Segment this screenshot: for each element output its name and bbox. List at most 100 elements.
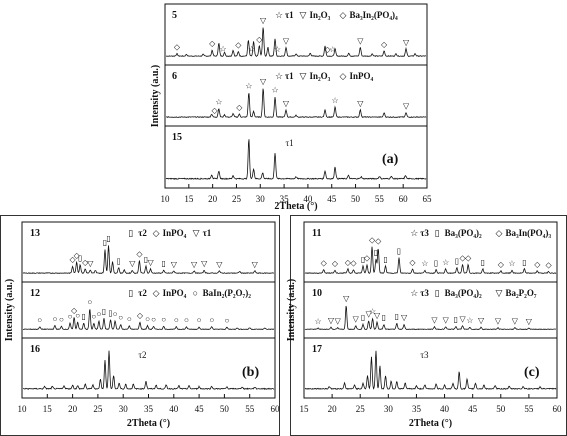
x-tick-label: 25 <box>356 404 366 414</box>
legend-symbol: ▯ <box>128 228 133 238</box>
peak-marker: ▯ <box>108 308 112 317</box>
peak-marker: ▽ <box>495 317 502 326</box>
sample-label: 10 <box>312 288 322 299</box>
peak-marker: ◇ <box>332 259 339 268</box>
peak-marker: ▯ <box>106 234 110 243</box>
series-line <box>22 309 275 331</box>
peak-marker: ◇ <box>256 35 263 44</box>
peak-marker: ○ <box>209 316 214 325</box>
x-tick-label: 65 <box>423 194 433 204</box>
phase-label: τ1 <box>286 138 294 148</box>
x-tick-label: 50 <box>351 194 361 204</box>
legend-label: τ3 <box>420 228 429 238</box>
peak-marker: ▽ <box>403 102 410 111</box>
peak-marker: ◇ <box>74 251 81 260</box>
series-line <box>165 27 427 58</box>
peak-marker: ☆ <box>220 45 227 54</box>
peak-marker: ◇ <box>324 45 331 54</box>
peak-marker: ◇ <box>409 258 416 267</box>
x-tick-label: 45 <box>195 404 205 414</box>
peak-marker: ○ <box>197 316 202 325</box>
x-tick-label: 20 <box>328 404 338 414</box>
peak-marker: ▽ <box>478 316 485 325</box>
peak-marker: ▽ <box>328 316 335 325</box>
x-tick-label: 15 <box>300 404 310 414</box>
chart-panel-b: ▯▯ ▯▯ ▯ ▯◇◇◇◇▽ ▽ ▽ ▽ ▽ ▽ ▽ ▽13 ▯ τ2 ◇ InPO₄ ▽ τ1▯▯ ▯◇◇○ ○ ○… <box>4 221 280 429</box>
x-tick-label: 35 <box>280 194 290 204</box>
peak-marker: ▽ <box>171 260 178 269</box>
peak-marker: ○ <box>87 298 92 307</box>
peak-marker: ▯ <box>102 307 106 316</box>
peak-marker: ◇ <box>545 260 552 269</box>
peak-marker: ▽ <box>431 316 438 325</box>
peak-marker: ○ <box>59 315 64 324</box>
peak-marker: ◇ <box>498 260 505 269</box>
peak-marker: ▽ <box>353 314 360 323</box>
x-tick-label: 50 <box>496 404 506 414</box>
series-15: 15 τ1 <box>164 125 428 189</box>
chart-panel-a: ☆ ☆ ☆ ☆▽▽ ▽ ▽◇ ◇ ◇◇◇◇5 ☆ τ1 ▽ In₂O₃ ◇ Ba₃In₂(PO₄)₄☆☆ ☆… <box>150 3 433 212</box>
series-6: ☆☆ ☆☆▽▽ ▽ ▽◇ ◇6 ☆ τ1 ▽ In₂O₃ ◇ InPO₄ <box>164 64 428 127</box>
legend-symbol: ▯ <box>435 288 440 298</box>
peak-marker: ▽ <box>357 36 364 45</box>
x-tick-label: 20 <box>208 194 218 204</box>
legend-label: τ1 <box>285 10 294 20</box>
subplot-frame <box>164 125 428 189</box>
x-tick-label: 60 <box>399 194 409 204</box>
panel-label: (c) <box>524 365 540 380</box>
peak-marker: ▽ <box>357 99 364 108</box>
peak-marker: ☆ <box>508 259 515 268</box>
legend-label: Ba₂P₂O₇ <box>505 288 536 298</box>
peak-marker: ○ <box>145 314 150 323</box>
x-axis-label: 2Theta (°) <box>127 418 170 429</box>
peak-marker: ▯ <box>82 312 86 321</box>
peak-marker: ◇ <box>369 235 376 244</box>
legend-symbol: ◇ <box>339 10 346 20</box>
legend-label: τ2 <box>138 228 147 238</box>
peak-marker: ▽ <box>335 317 342 326</box>
peak-marker: ○ <box>184 316 189 325</box>
legend-label: τ1 <box>203 228 212 238</box>
peak-marker: ▯ <box>395 312 399 321</box>
peak-marker: ○ <box>52 314 57 323</box>
peak-marker: ▽ <box>401 313 408 322</box>
series-line <box>165 139 427 181</box>
peak-marker: ▯ <box>434 259 438 268</box>
legend-label: InPO₄ <box>163 288 187 298</box>
peak-marker: ☆ <box>369 307 376 316</box>
peak-marker: ○ <box>75 311 80 320</box>
x-tick-label: 35 <box>144 404 154 414</box>
peak-marker: ◇ <box>345 258 352 267</box>
x-tick-label: 60 <box>553 404 563 414</box>
peak-marker: ▯ <box>116 256 120 265</box>
sample-label: 17 <box>312 344 322 355</box>
x-tick-label: 25 <box>232 194 242 204</box>
peak-marker: ○ <box>96 310 101 319</box>
peak-marker: ▽ <box>129 259 136 268</box>
peak-marker: ▯ <box>78 254 82 263</box>
peak-marker: ◇ <box>82 258 89 267</box>
x-tick-label: 55 <box>245 404 255 414</box>
peak-marker: ▽ <box>260 77 267 86</box>
peak-marker: ▯ <box>361 255 365 264</box>
legend-label: InPO₄ <box>349 71 373 81</box>
peak-marker: ○ <box>161 315 166 324</box>
peak-marker: ▯ <box>454 315 458 324</box>
legend-label: Ba₃(PO₄)₂ <box>445 228 482 238</box>
x-tick-label: 10 <box>18 404 28 414</box>
legend-label: Ba₃In(PO₄)₃ <box>505 228 551 238</box>
peak-marker: ▽ <box>403 38 410 47</box>
x-tick-label: 30 <box>384 404 394 414</box>
phase-label: τ2 <box>138 350 146 360</box>
subplot-frame <box>303 337 558 399</box>
peak-marker: ☆ <box>248 45 255 54</box>
peak-marker: ◇ <box>136 249 143 258</box>
x-tick-label: 40 <box>169 404 179 414</box>
peak-marker: ▯ <box>481 258 485 267</box>
peak-marker: ▽ <box>343 294 350 303</box>
legend-symbol: ☆ <box>410 228 418 238</box>
legend-symbol: ○ <box>193 288 198 298</box>
peak-marker: ☆ <box>245 81 252 90</box>
panel-label: (a) <box>382 152 399 167</box>
peak-marker: ▽ <box>443 316 450 325</box>
